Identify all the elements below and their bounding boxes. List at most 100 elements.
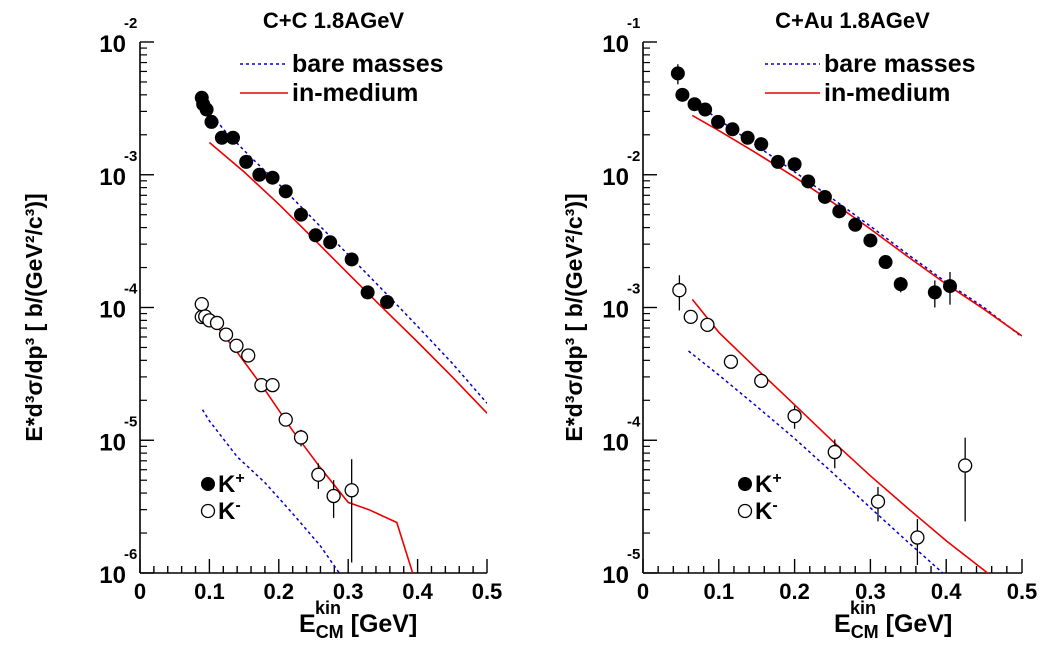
data-point-kplus xyxy=(252,167,267,182)
data-point-kplus xyxy=(927,285,942,300)
x-tick-label: 0 xyxy=(134,579,146,604)
x-tick-label: 0.2 xyxy=(264,579,295,604)
plot-area xyxy=(194,90,487,573)
data-point-kplus xyxy=(848,217,863,232)
data-point-kplus xyxy=(225,130,240,145)
data-point-kplus xyxy=(380,295,395,310)
legend-kaon-symbol: K xyxy=(218,471,236,498)
data-point-kminus xyxy=(754,373,769,389)
x-axis-label: ECM [GeV] xyxy=(299,610,417,642)
x-tick-label: 0.3 xyxy=(855,579,886,604)
data-point-kplus xyxy=(942,279,957,294)
data-point-kplus xyxy=(754,137,769,152)
legend-label-bare-masses: bare masses xyxy=(292,50,444,78)
legend-kaon-charge: - xyxy=(235,497,240,514)
y-tick-exponent: -1 xyxy=(627,15,640,32)
data-point-kminus xyxy=(910,530,925,545)
data-point-kminus xyxy=(229,338,244,353)
data-point-kplus xyxy=(204,114,219,129)
data-point-kplus xyxy=(294,207,309,222)
data-point-kminus xyxy=(209,315,225,331)
data-point-kplus xyxy=(214,130,229,145)
data-point-kminus xyxy=(194,296,209,312)
y-axis-label: E*d³σ/dp³ [ b/(GeV²/c³)] xyxy=(561,193,587,441)
y-tick-base: 10 xyxy=(602,562,629,589)
data-point-kminus xyxy=(723,354,739,369)
y-tick-exponent: -6 xyxy=(124,546,137,563)
legend-marker-kplus xyxy=(738,477,752,491)
data-point-kplus xyxy=(863,233,878,248)
data-point-kplus xyxy=(770,154,785,169)
x-tick-label: 0.1 xyxy=(704,579,735,604)
y-tick-exponent: -3 xyxy=(627,281,640,298)
data-point-kminus xyxy=(683,309,698,325)
y-tick-exponent: -4 xyxy=(627,413,641,430)
y-axis-label: E*d³σ/dp³ [ b/(GeV²/c³)] xyxy=(21,193,47,441)
data-point-kplus xyxy=(787,157,802,172)
x-axis-label: ECM [GeV] xyxy=(834,610,952,642)
y-tick-base: 10 xyxy=(602,429,629,456)
legend-kaon-charge: - xyxy=(772,497,777,514)
data-point-kminus xyxy=(278,412,293,427)
legend-kaon-symbol: K xyxy=(218,498,236,525)
legend-kaon-charge: + xyxy=(235,470,244,487)
series-line-in-medium-k- xyxy=(691,298,989,573)
legend-kaon-charge: + xyxy=(772,470,781,487)
legend-label-kplus: K+ xyxy=(755,470,782,498)
legend-label-bare-masses: bare masses xyxy=(824,50,976,78)
data-point-kplus xyxy=(740,130,755,145)
data-point-kplus xyxy=(670,66,685,81)
y-tick-exponent: -5 xyxy=(627,546,640,563)
x-tick-label: 0.5 xyxy=(472,579,503,604)
data-point-kplus xyxy=(323,235,338,250)
x-tick-label: 0.4 xyxy=(402,579,433,604)
legend-kaon-symbol: K xyxy=(755,471,773,498)
series-line-in-medium-k- xyxy=(208,141,487,414)
y-tick-exponent: -3 xyxy=(124,148,137,165)
data-point-kminus xyxy=(870,494,886,509)
x-axis-label-main: E xyxy=(299,610,316,638)
x-axis-label-unit: [GeV] xyxy=(344,610,418,638)
plot-area xyxy=(670,64,1022,573)
data-point-kminus xyxy=(344,483,359,498)
x-axis-label-sup: kin xyxy=(850,598,876,618)
legend-marker-kminus xyxy=(200,503,216,519)
x-tick-label: 0.3 xyxy=(333,579,364,604)
series-line-bare-masses-k- xyxy=(688,350,944,573)
data-point-kminus xyxy=(293,430,309,445)
data-point-kplus xyxy=(698,102,713,117)
data-point-kminus xyxy=(700,317,715,333)
data-point-kminus xyxy=(958,458,973,473)
data-point-kplus xyxy=(265,170,280,185)
y-tick-base: 10 xyxy=(602,297,629,324)
x-axis-label-main: E xyxy=(834,610,851,638)
x-axis-label-sub: CM xyxy=(316,622,344,642)
data-point-kplus xyxy=(199,102,214,117)
y-tick-exponent: -2 xyxy=(124,15,137,32)
x-axis-label-unit: [GeV] xyxy=(879,610,953,638)
legend-label-kplus: K+ xyxy=(218,470,245,498)
series-line-bare-masses-k- xyxy=(680,91,1022,338)
data-point-kminus xyxy=(311,467,326,482)
data-point-kminus xyxy=(672,283,687,298)
legend-label-in-medium: in-medium xyxy=(824,79,950,107)
data-point-kplus xyxy=(801,174,816,189)
legend-marker-kplus xyxy=(201,477,215,491)
data-point-kplus xyxy=(308,228,323,243)
data-point-kminus xyxy=(218,327,234,342)
data-point-kminus xyxy=(787,408,802,424)
x-tick-label: 0.1 xyxy=(194,579,225,604)
data-point-kminus xyxy=(265,378,280,393)
data-point-kminus xyxy=(326,488,341,504)
legend-label-in-medium: in-medium xyxy=(292,79,418,107)
data-point-kplus xyxy=(675,87,690,102)
series-line-in-medium-k- xyxy=(201,307,414,573)
chart-title: C+Au 1.8AGeV xyxy=(775,8,930,33)
series-line-in-medium-k- xyxy=(691,114,1022,337)
y-tick-base: 10 xyxy=(99,429,126,456)
data-point-kplus xyxy=(878,255,893,270)
legend-marker-kminus xyxy=(737,503,753,519)
y-tick-base: 10 xyxy=(99,562,126,589)
y-tick-exponent: -4 xyxy=(124,281,138,298)
